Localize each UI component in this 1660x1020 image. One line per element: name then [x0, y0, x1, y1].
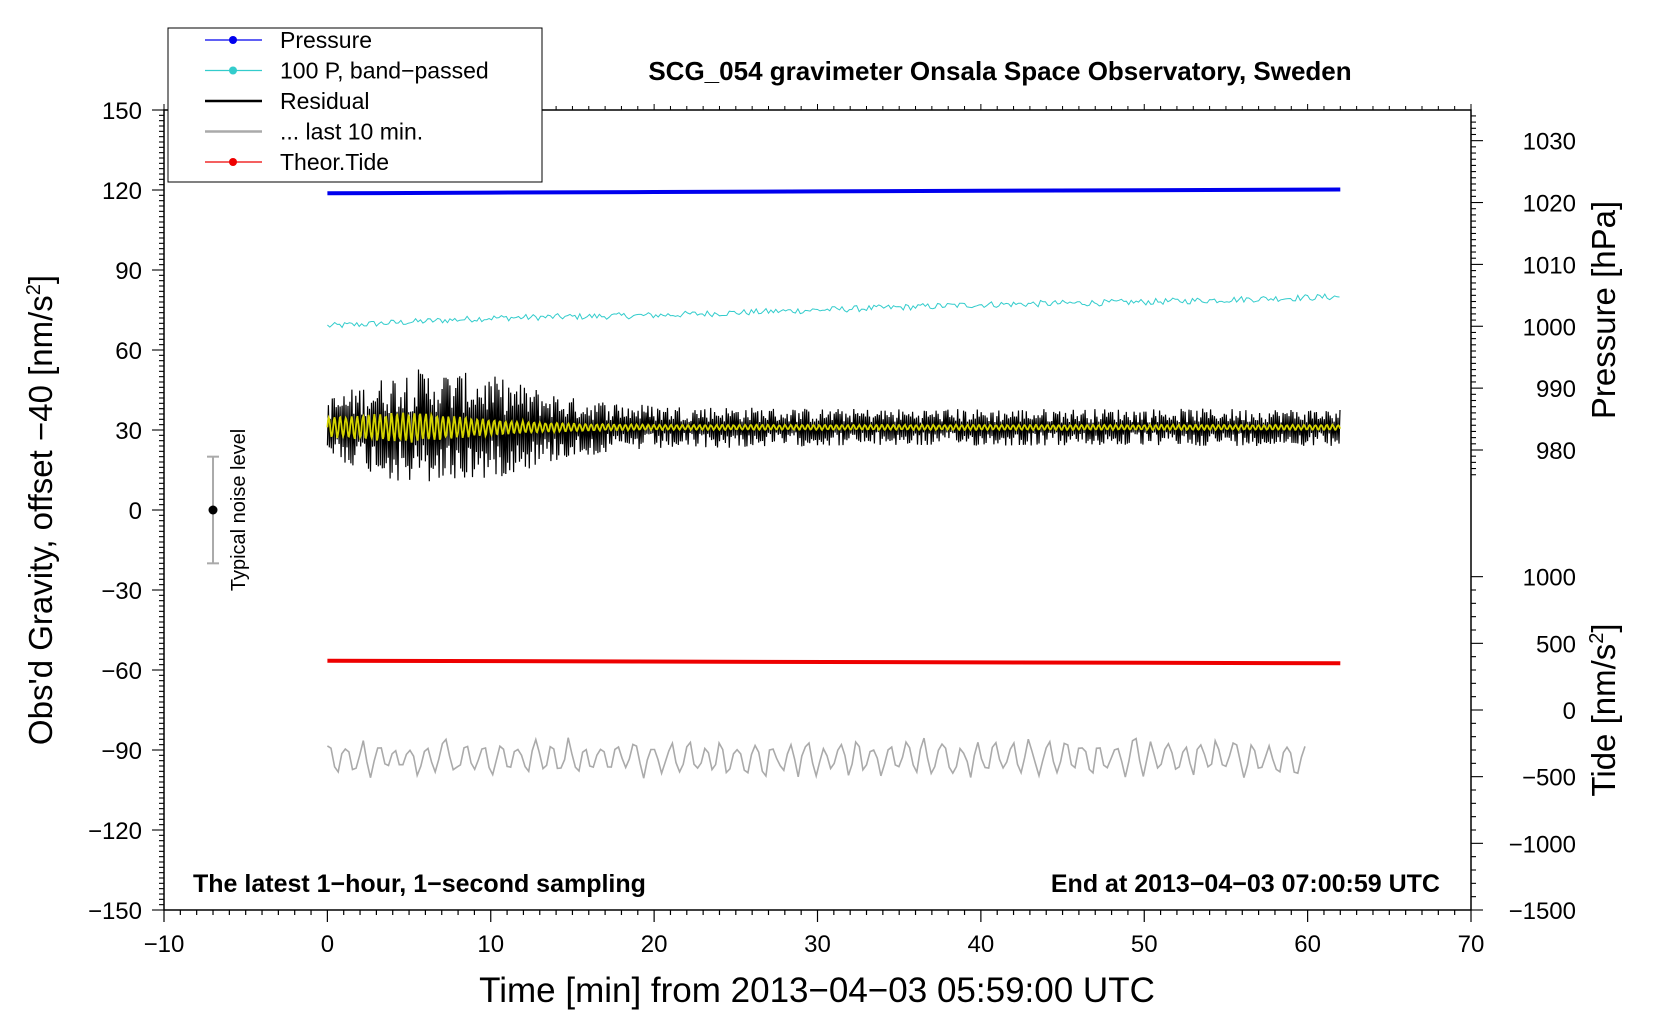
series-theoretical-tide — [327, 658, 1341, 666]
x-tick-label: −10 — [144, 931, 185, 958]
y-axis-label-tide-sup: 2 — [1586, 633, 1608, 644]
legend-swatch-marker — [229, 36, 237, 44]
y-axis-label-left-end: ] — [22, 275, 59, 284]
noise-bar-label: Typical noise level — [228, 429, 250, 591]
pressure-tick-label: 1020 — [1523, 191, 1576, 218]
y-tick-label: −90 — [101, 738, 142, 765]
annotation-end-time: End at 2013−04−03 07:00:59 UTC — [1051, 870, 1440, 898]
series-layer — [326, 187, 1342, 780]
tide-tick-label: 0 — [1563, 698, 1576, 725]
x-tick-label: 0 — [321, 931, 334, 958]
y-tick-label: 90 — [115, 258, 142, 285]
legend-label: Residual — [280, 88, 370, 114]
x-tick-label: 10 — [477, 931, 504, 958]
y-axis-label-left: Obs'd Gravity, offset −40 [nm/s2] — [22, 275, 59, 745]
y-axis-label-left-sup: 2 — [23, 284, 45, 295]
annotation-sampling: The latest 1−hour, 1−second sampling — [193, 870, 646, 898]
y-axis-label-pressure: Pressure [hPa] — [1585, 201, 1622, 419]
y-tick-label: 150 — [102, 98, 142, 125]
y-axis-label-tide: Tide [nm/s2] — [1585, 623, 1622, 796]
pressure-tick-label: 980 — [1536, 438, 1576, 465]
x-tick-label: 60 — [1294, 931, 1321, 958]
tide-tick-label: −500 — [1522, 765, 1576, 792]
series-band-passed-pressure — [327, 293, 1340, 329]
chart-title: SCG_054 gravimeter Onsala Space Observat… — [648, 56, 1351, 86]
tide-tick-label: 500 — [1536, 631, 1576, 658]
pressure-tick-label: 1030 — [1523, 129, 1576, 156]
x-tick-label: 20 — [641, 931, 668, 958]
y-tick-label: −60 — [101, 658, 142, 685]
tide-tick-label: −1000 — [1509, 831, 1576, 858]
y-tick-label: 60 — [115, 338, 142, 365]
x-tick-label: 40 — [968, 931, 995, 958]
series-pressure — [327, 187, 1341, 196]
x-tick-label: 30 — [804, 931, 831, 958]
pressure-tick-label: 1000 — [1523, 314, 1576, 341]
y-tick-label: 30 — [115, 418, 142, 445]
y-axis-label-left-main: Obs'd Gravity, offset −40 [nm/s — [22, 295, 59, 745]
tide-tick-label: 1000 — [1523, 565, 1576, 592]
series-residual-lowpass — [326, 411, 1342, 443]
plot-frame — [163, 109, 1472, 911]
x-tick-label: 50 — [1131, 931, 1158, 958]
y-tick-label: −30 — [101, 578, 142, 605]
y-tick-label: −150 — [88, 898, 142, 925]
axis-ticks: −10 0 10 20 30 40 50 60 701501209060300−30−60−90… — [88, 98, 1576, 958]
y-tick-label: 0 — [129, 498, 142, 525]
legend-box — [167, 27, 543, 183]
y-axis-label-tide-end: ] — [1585, 623, 1622, 632]
series-residual — [326, 369, 1341, 482]
legend-label: 100 P, band−passed — [280, 58, 489, 84]
series-last-10-min — [326, 736, 1306, 780]
y-axis-label-tide-main: Tide [nm/s — [1585, 644, 1622, 797]
legend-label: Pressure — [280, 27, 372, 53]
x-tick-label: 70 — [1458, 931, 1485, 958]
noise-bar — [207, 455, 220, 565]
tide-tick-label: −1500 — [1509, 898, 1576, 925]
legend-label: ... last 10 min. — [280, 119, 423, 145]
pressure-tick-label: 990 — [1536, 376, 1576, 403]
noise-bar-dot — [208, 505, 218, 515]
y-tick-label: −120 — [88, 818, 142, 845]
legend: Pressure 100 P, band−passed Residual ... la… — [167, 27, 543, 183]
legend-swatch-marker — [229, 66, 237, 75]
legend-label: Theor.Tide — [280, 149, 389, 175]
y-tick-label: 120 — [102, 178, 142, 205]
x-axis-label: Time [min] from 2013−04−03 05:59:00 UTC — [479, 971, 1155, 1010]
pressure-tick-label: 1010 — [1523, 252, 1576, 279]
legend-swatch-marker — [229, 158, 237, 166]
